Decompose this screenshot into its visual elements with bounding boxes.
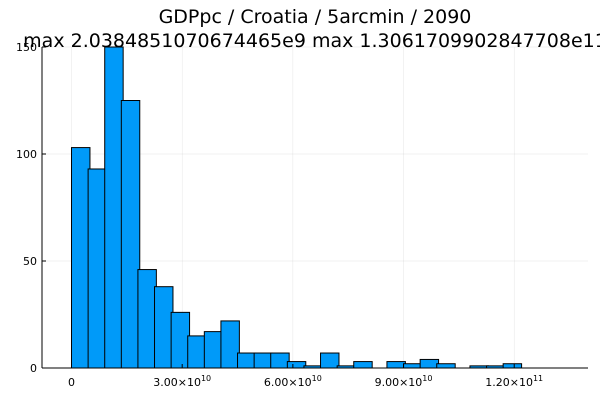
histogram-bar (120, 100, 141, 369)
histogram-bar (353, 361, 373, 369)
y-tick-label-0: 0 (30, 362, 37, 375)
histogram-bar (187, 335, 207, 369)
axes (41, 46, 588, 369)
histogram-bar (170, 311, 191, 369)
histogram-bar (154, 286, 174, 369)
tick-labels: 0 3.00×1010 6.00×1010 9.00×1010 1.20×1011 0 50… (16, 41, 543, 389)
histogram-bar (137, 269, 157, 369)
histogram-bar (270, 352, 290, 369)
histogram-bar (220, 320, 240, 369)
x-tick-label-4: 1.20×1011 (485, 374, 543, 389)
chart-title-line2: max 2.0384851070674465e9 max 1.306170990… (23, 30, 600, 52)
x-tick-label-3: 9.00×1010 (375, 374, 433, 389)
y-tick-label-1: 50 (23, 255, 37, 268)
histogram-bar (502, 363, 523, 369)
x-tick-label-2: 6.00×1010 (264, 374, 322, 389)
x-tick-label-1: 3.00×1010 (153, 374, 211, 389)
histogram-bar (386, 361, 406, 369)
histogram-bar (237, 352, 257, 369)
histogram-bar (253, 352, 274, 369)
histogram-bar (403, 363, 423, 369)
histogram-bar (71, 147, 91, 369)
x-tick-label-0: 0 (68, 376, 75, 389)
histogram-bar (87, 168, 108, 369)
histogram-bars (71, 46, 523, 369)
chart-title-line1: GDPpc / Croatia / 5arcmin / 2090 (159, 6, 472, 28)
histogram-bar (203, 331, 224, 369)
histogram-bar (104, 46, 124, 369)
y-tick-label-3: 150 (16, 41, 37, 54)
histogram-bar (320, 352, 340, 369)
histogram-bar (419, 358, 440, 369)
histogram-bar (286, 361, 307, 369)
histogram-bar (436, 363, 456, 369)
y-tick-label-2: 100 (16, 148, 37, 161)
